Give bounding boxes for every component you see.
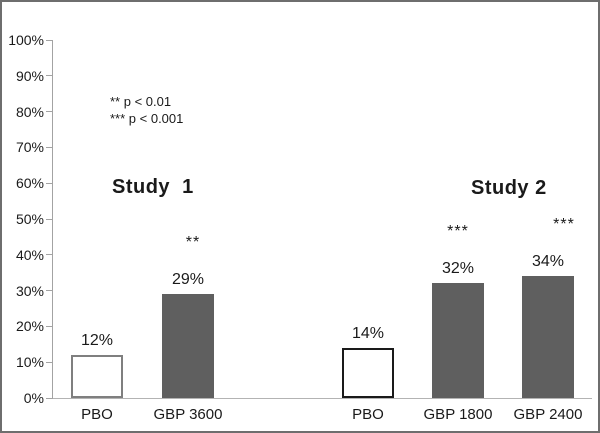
- bar-gbp-1800: [432, 283, 484, 398]
- bar-value-label: 29%: [171, 271, 205, 289]
- y-tick-label: 10%: [15, 354, 44, 371]
- y-tick: [46, 254, 53, 256]
- significance-marker: ***: [553, 216, 575, 234]
- y-tick-label: 90%: [15, 67, 44, 84]
- x-category-label: GBP 3600: [153, 406, 223, 423]
- study-2-title: Study 2: [471, 177, 547, 199]
- y-tick: [46, 111, 53, 113]
- y-tick-label: 0%: [23, 390, 44, 406]
- legend-line-p001: *** p < 0.001: [110, 111, 184, 126]
- y-tick: [46, 146, 53, 148]
- bar-value-label: 32%: [441, 260, 475, 278]
- y-tick-label: 40%: [15, 246, 44, 263]
- significance-marker: **: [185, 234, 201, 252]
- y-tick-label: 80%: [15, 103, 44, 120]
- y-tick: [46, 75, 53, 77]
- y-tick: [46, 182, 53, 184]
- y-tick-label: 70%: [15, 139, 44, 156]
- x-category-label: PBO: [81, 406, 113, 423]
- y-tick-label: 50%: [15, 211, 44, 227]
- x-category-label: GBP 1800: [423, 406, 493, 423]
- bar-gbp-2400: [522, 276, 574, 398]
- x-category-label: GBP 2400: [513, 406, 583, 423]
- study-1-title: Study 1: [112, 176, 194, 198]
- bar-value-label: 34%: [531, 253, 565, 271]
- bar-pbo: [342, 347, 394, 398]
- x-axis-line: [46, 398, 592, 399]
- y-tick-label: 30%: [15, 282, 44, 299]
- x-category-label: PBO: [352, 406, 384, 423]
- y-tick: [46, 397, 53, 399]
- bar-value-label: 12%: [80, 332, 114, 350]
- y-tick-label: 20%: [15, 318, 44, 335]
- bar-gbp-3600: [162, 294, 214, 398]
- y-tick-label: 100%: [8, 32, 44, 48]
- bar-value-label: 14%: [351, 324, 385, 342]
- bar-pbo: [71, 355, 123, 398]
- y-tick: [46, 361, 53, 363]
- y-tick: [46, 290, 53, 292]
- significance-marker: ***: [447, 223, 469, 241]
- significance-legend: ** p < 0.01 *** p < 0.001: [110, 93, 183, 127]
- y-tick-label: 60%: [15, 175, 44, 192]
- y-tick: [46, 218, 53, 220]
- y-tick: [46, 325, 53, 327]
- legend-line-p01: ** p < 0.01: [110, 94, 172, 109]
- y-tick: [46, 39, 53, 41]
